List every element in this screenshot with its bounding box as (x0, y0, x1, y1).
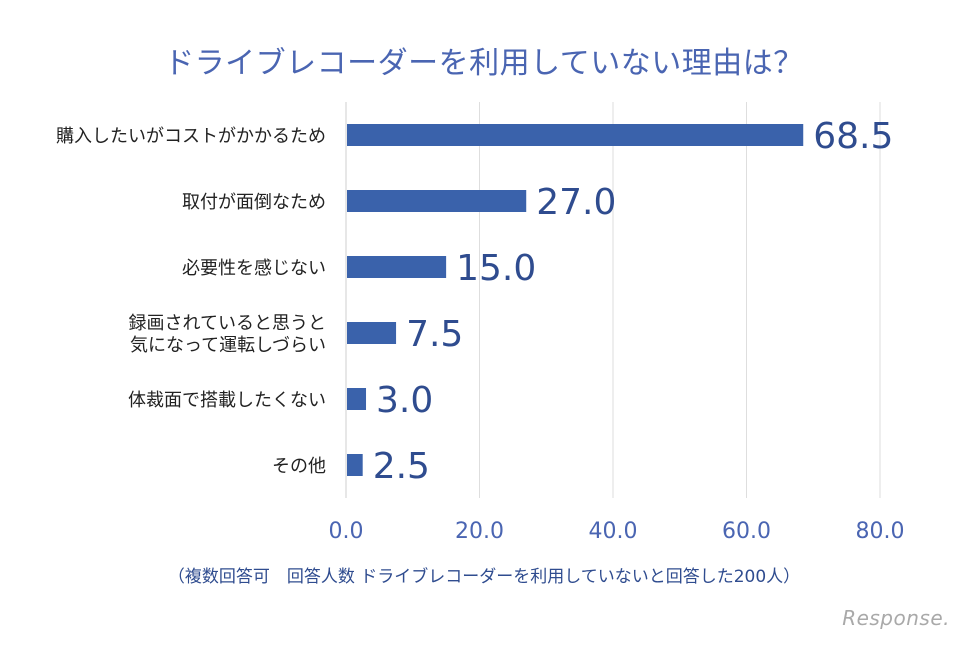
value-label: 15.0 (456, 248, 536, 289)
x-tick-label: 0.0 (329, 519, 364, 544)
category-label: 体裁面で搭載したくない (128, 390, 326, 411)
value-label: 27.0 (536, 182, 616, 223)
value-label: 7.5 (406, 314, 463, 355)
x-tick-label: 60.0 (722, 519, 771, 544)
bar (347, 454, 363, 476)
bar (347, 190, 527, 212)
x-tick-label: 20.0 (455, 519, 504, 544)
bar (347, 256, 447, 278)
chart-note: （複数回答可 回答人数 ドライブレコーダーを利用していないと回答した200人） (167, 567, 801, 587)
category-label: 取付が面倒なため (182, 192, 326, 213)
value-label: 2.5 (373, 446, 430, 487)
category-label: 必要性を感じない (182, 258, 326, 279)
category-label: その他 (272, 456, 326, 477)
x-axis-ticks: 0.0 20.0 40.0 60.0 80.0 (329, 519, 905, 544)
category-label: 録画されていると思うと (129, 313, 326, 334)
value-label: 3.0 (376, 380, 433, 421)
category-label: 気になって運転しづらい (130, 335, 326, 356)
bar (347, 322, 397, 344)
x-tick-label: 80.0 (856, 519, 905, 544)
grid-lines (345, 102, 881, 498)
category-label: 購入したいがコストがかかるため (56, 126, 326, 147)
category-labels: 購入したいがコストがかかるため取付が面倒なため必要性を感じない録画されていると思… (56, 126, 326, 477)
value-labels: 68.5 27.015.0 7.5 3.0 2.5 (373, 116, 894, 487)
bar (347, 388, 367, 410)
response-logo: Response. (842, 606, 950, 630)
bar (347, 124, 804, 146)
value-label: 68.5 (813, 116, 893, 157)
x-tick-label: 40.0 (589, 519, 638, 544)
bars (347, 124, 804, 476)
chart-title: ドライブレコーダーを利用していない理由は？ (164, 46, 804, 81)
